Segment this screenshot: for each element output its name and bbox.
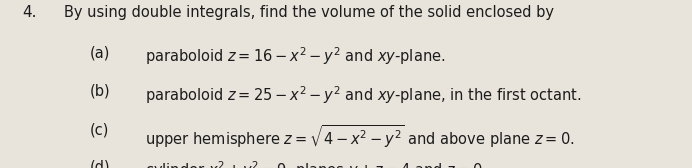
Text: 4.: 4.	[22, 5, 37, 20]
Text: (d): (d)	[90, 160, 111, 168]
Text: paraboloid $z=16-x^2-y^2$ and $\mathit{xy}$-plane.: paraboloid $z=16-x^2-y^2$ and $\mathit{x…	[145, 45, 446, 67]
Text: (a): (a)	[90, 45, 110, 60]
Text: (c): (c)	[90, 123, 109, 138]
Text: (b): (b)	[90, 84, 111, 99]
Text: upper hemisphere $z=\sqrt{4-x^2-y^2}$ and above plane $z=0$.: upper hemisphere $z=\sqrt{4-x^2-y^2}$ an…	[145, 123, 575, 150]
Text: By using double integrals, find the volume of the solid enclosed by: By using double integrals, find the volu…	[64, 5, 554, 20]
Text: cylinder $x^2+y^2=9$, planes $y+z=4$ and $z=0$.: cylinder $x^2+y^2=9$, planes $y+z=4$ and…	[145, 160, 487, 168]
Text: paraboloid $z=25-x^2-y^2$ and $\mathit{xy}$-plane, in the first octant.: paraboloid $z=25-x^2-y^2$ and $\mathit{x…	[145, 84, 581, 106]
